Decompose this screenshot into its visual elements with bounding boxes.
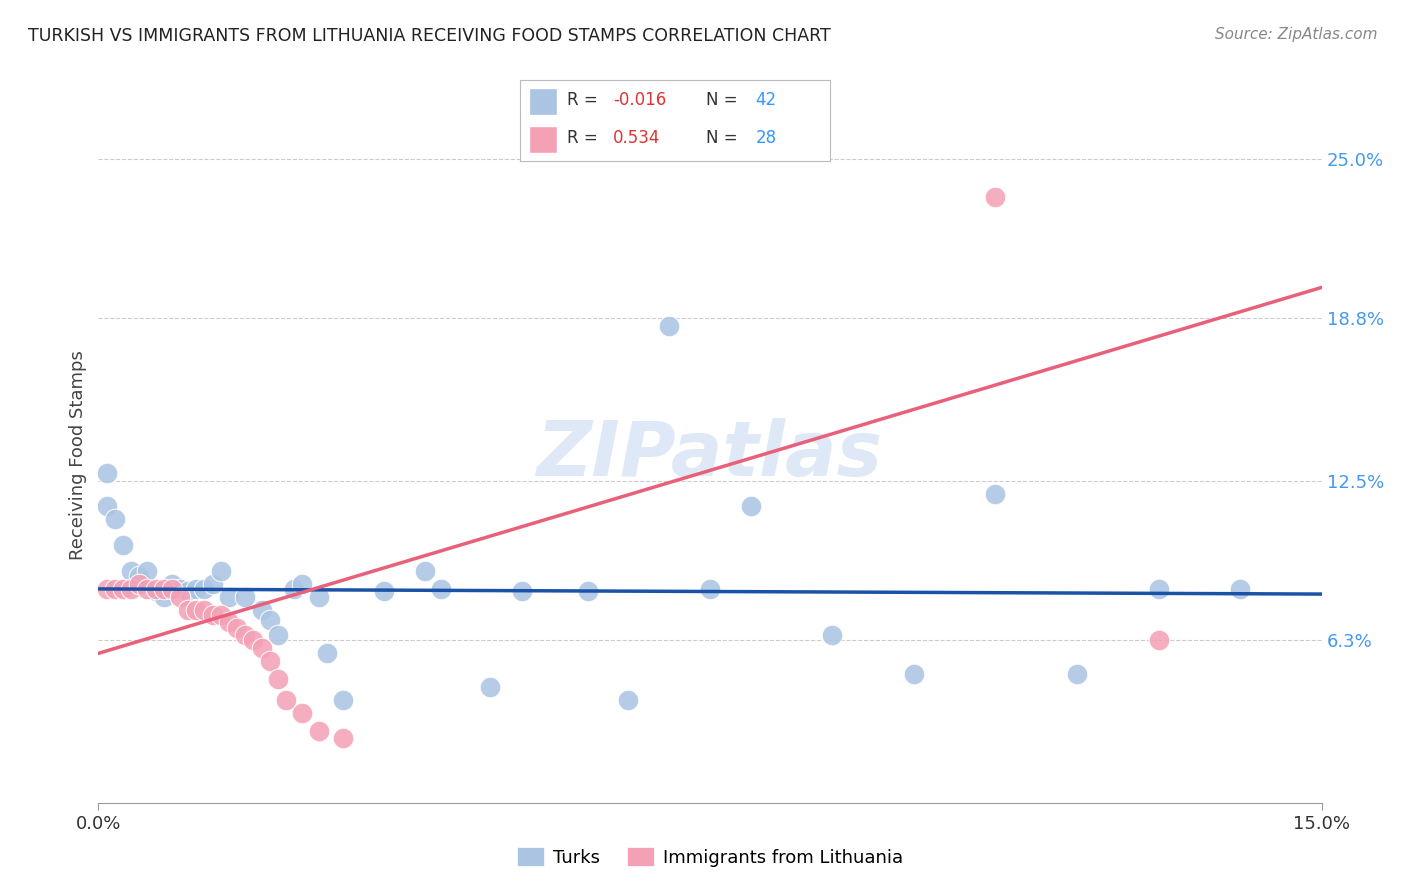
Point [218, 590, 240, 604]
Point [1147, 582, 1170, 596]
Text: 28: 28 [755, 129, 776, 147]
Point [740, 500, 762, 514]
FancyBboxPatch shape [530, 88, 557, 115]
Point [128, 569, 150, 583]
Point [104, 582, 127, 596]
Point [1229, 582, 1251, 596]
Point [259, 654, 281, 668]
Point [177, 602, 200, 616]
Point [291, 706, 314, 720]
Point [821, 628, 844, 642]
Point [136, 582, 159, 596]
Y-axis label: Receiving Food Stamps: Receiving Food Stamps [69, 350, 87, 560]
Point [145, 582, 167, 596]
Text: -0.016: -0.016 [613, 91, 666, 110]
Point [193, 582, 215, 596]
Point [332, 692, 354, 706]
Point [984, 190, 1007, 204]
Text: 0.534: 0.534 [613, 129, 661, 147]
Point [209, 564, 232, 578]
Point [120, 582, 142, 596]
Point [152, 590, 174, 604]
Point [332, 731, 354, 746]
Point [111, 538, 134, 552]
Point [430, 582, 453, 596]
Point [274, 692, 297, 706]
Point [177, 584, 200, 599]
Point [152, 582, 174, 596]
Point [136, 564, 159, 578]
Point [201, 576, 224, 591]
Text: ZIPatlas: ZIPatlas [537, 418, 883, 491]
Point [169, 582, 191, 596]
Point [259, 613, 281, 627]
Point [903, 667, 925, 681]
Point [250, 641, 273, 656]
Point [699, 582, 721, 596]
Point [617, 692, 640, 706]
Point [267, 628, 290, 642]
Point [111, 582, 134, 596]
Legend: Turks, Immigrants from Lithuania: Turks, Immigrants from Lithuania [509, 840, 911, 874]
Point [201, 607, 224, 622]
Point [186, 602, 208, 616]
Point [308, 590, 330, 604]
Point [1147, 633, 1170, 648]
Point [242, 633, 264, 648]
Point [104, 512, 127, 526]
Point [984, 486, 1007, 500]
Point [576, 584, 599, 599]
Point [169, 590, 191, 604]
Point [218, 615, 240, 630]
Text: 42: 42 [755, 91, 776, 110]
Point [1066, 667, 1088, 681]
Text: N =: N = [706, 129, 742, 147]
Point [308, 723, 330, 738]
Point [193, 602, 215, 616]
Point [233, 628, 256, 642]
Point [267, 672, 290, 686]
Point [96, 500, 118, 514]
Point [291, 576, 314, 591]
Point [96, 466, 118, 480]
Point [250, 602, 273, 616]
Point [658, 319, 681, 334]
FancyBboxPatch shape [530, 126, 557, 153]
Point [120, 564, 142, 578]
Point [478, 680, 501, 694]
Text: R =: R = [567, 91, 603, 110]
Point [512, 584, 534, 599]
Point [145, 584, 167, 599]
Point [226, 621, 249, 635]
Point [209, 607, 232, 622]
Text: N =: N = [706, 91, 742, 110]
Point [283, 582, 305, 596]
Text: TURKISH VS IMMIGRANTS FROM LITHUANIA RECEIVING FOOD STAMPS CORRELATION CHART: TURKISH VS IMMIGRANTS FROM LITHUANIA REC… [28, 27, 831, 45]
Point [96, 582, 118, 596]
Point [160, 582, 183, 596]
Text: R =: R = [567, 129, 603, 147]
Point [160, 576, 183, 591]
Text: Source: ZipAtlas.com: Source: ZipAtlas.com [1215, 27, 1378, 42]
Point [128, 576, 150, 591]
Point [233, 590, 256, 604]
Point [186, 582, 208, 596]
Point [373, 584, 395, 599]
Point [413, 564, 436, 578]
Point [315, 646, 337, 660]
